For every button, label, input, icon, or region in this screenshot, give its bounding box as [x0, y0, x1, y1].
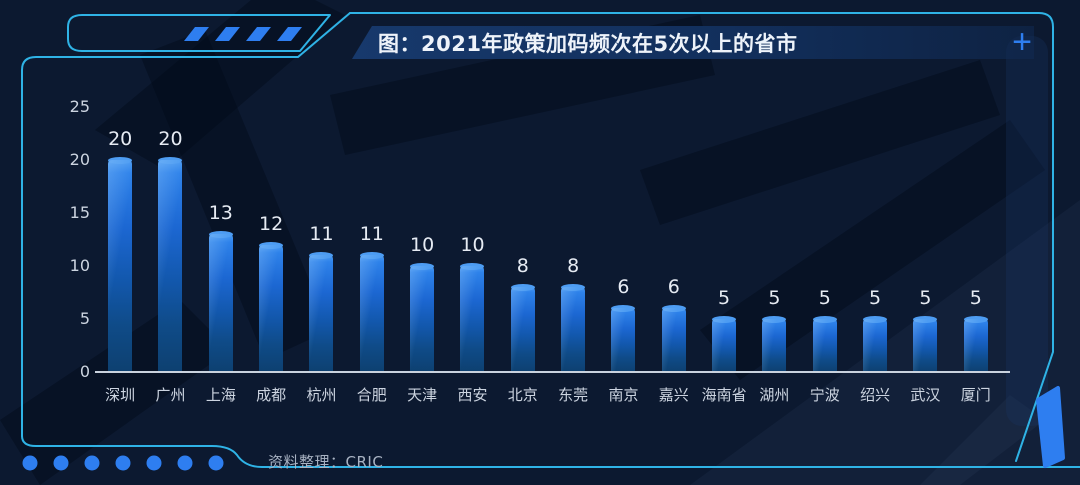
bar [460, 263, 485, 372]
y-axis-tick-label: 25 [69, 97, 90, 116]
panel-border-bottom [21, 435, 1080, 468]
plot-area: 20 深圳 20 广州 13 上海 12 成都 11 杭州 11 合肥 10 天津 10 西安 8 北京 8 东莞 6 南… [95, 107, 1010, 404]
plus-icon[interactable]: + [1004, 24, 1040, 60]
bar-column: 13 上海 [196, 107, 246, 404]
bar-series: 20 深圳 20 广州 13 上海 12 成都 11 杭州 11 合肥 10 天津 10 西安 8 北京 8 东莞 6 南… [95, 107, 1001, 404]
x-axis-label: 杭州 [306, 386, 337, 404]
bar [208, 231, 233, 372]
bar-column: 6 南京 [598, 107, 648, 404]
bar [510, 284, 535, 372]
x-axis-label: 海南省 [701, 386, 747, 404]
bar-column: 20 深圳 [95, 107, 145, 404]
y-axis-tick-label: 5 [79, 309, 90, 328]
chart-title: 图：2021年政策加码频次在5次以上的省市 [378, 31, 798, 56]
x-axis-label: 天津 [407, 386, 438, 404]
x-axis-label: 绍兴 [860, 386, 891, 404]
bottom-right-tab-decoration [1036, 386, 1065, 468]
bar-value-label: 5 [818, 287, 831, 309]
chart-title-band: 图：2021年政策加码频次在5次以上的省市 [352, 26, 1034, 59]
bar [712, 316, 737, 372]
bar-value-label: 20 [158, 128, 183, 150]
bar-value-label: 5 [969, 287, 982, 309]
y-axis: 0 5 10 15 20 25 [36, 97, 90, 381]
bar [762, 316, 787, 372]
bar-value-label: 5 [718, 287, 731, 309]
bar-value-label: 10 [410, 234, 435, 256]
bar-value-label: 13 [208, 202, 233, 224]
top-left-badge-outline [67, 14, 331, 52]
bar-value-label: 12 [259, 213, 284, 235]
bar-value-label: 5 [869, 287, 882, 309]
bar [309, 252, 334, 372]
bar-column: 5 宁波 [800, 107, 850, 404]
bar-column: 5 武汉 [900, 107, 950, 404]
x-axis-label: 北京 [507, 386, 538, 404]
bar [661, 305, 686, 372]
bar-column: 12 成都 [246, 107, 296, 404]
x-axis-label: 深圳 [105, 386, 136, 404]
y-axis-tick-label: 20 [69, 150, 90, 169]
bar [963, 316, 988, 372]
bar-column: 10 天津 [397, 107, 447, 404]
bar-value-label: 8 [516, 255, 529, 277]
bar [812, 316, 837, 372]
right-band-decoration [1006, 36, 1048, 426]
bar-value-label: 5 [919, 287, 932, 309]
bar [863, 316, 888, 372]
bar-column: 5 绍兴 [850, 107, 900, 404]
bar-column: 11 合肥 [347, 107, 397, 404]
bar-column: 5 厦门 [951, 107, 1001, 404]
bar [259, 242, 284, 372]
bar [108, 157, 133, 372]
x-axis-label: 湖州 [759, 386, 790, 404]
bar-column: 20 广州 [145, 107, 195, 404]
bar [359, 252, 384, 372]
x-axis-label: 西安 [457, 386, 488, 404]
x-axis-label: 厦门 [960, 386, 991, 404]
x-axis-label: 武汉 [910, 386, 941, 404]
x-axis-label: 嘉兴 [658, 386, 689, 404]
source-note: 资料整理：CRIC [268, 453, 384, 471]
x-axis-label: 广州 [155, 386, 186, 404]
bar [561, 284, 586, 372]
bar-value-label: 6 [667, 276, 680, 298]
bar-column: 8 东莞 [548, 107, 598, 404]
bar-value-label: 6 [617, 276, 630, 298]
bar [410, 263, 435, 372]
bar-value-label: 11 [309, 223, 334, 245]
bar [158, 157, 183, 372]
bar-column: 8 北京 [498, 107, 548, 404]
bar-column: 6 嘉兴 [649, 107, 699, 404]
bar-column: 11 杭州 [296, 107, 346, 404]
y-axis-tick-label: 15 [69, 203, 90, 222]
badge-slash-icons [184, 27, 302, 41]
bar-column: 5 海南省 [699, 107, 749, 404]
bar-value-label: 11 [359, 223, 384, 245]
x-axis-label: 宁波 [809, 386, 840, 404]
bar-column: 10 西安 [447, 107, 497, 404]
x-axis-label: 上海 [205, 386, 236, 404]
bar-value-label: 20 [108, 128, 133, 150]
x-axis-line [95, 371, 1010, 373]
bar-value-label: 10 [460, 234, 485, 256]
x-axis-label: 东莞 [558, 386, 589, 404]
y-axis-tick-label: 10 [69, 256, 90, 275]
bar [913, 316, 938, 372]
bar-value-label: 8 [567, 255, 580, 277]
bar [611, 305, 636, 372]
dot-row-decoration [22, 455, 224, 471]
bar-value-label: 5 [768, 287, 781, 309]
y-axis-tick-label: 0 [79, 362, 90, 381]
x-axis-label: 南京 [608, 386, 639, 404]
bar-column: 5 湖州 [749, 107, 799, 404]
x-axis-label: 成都 [256, 386, 287, 404]
x-axis-label: 合肥 [356, 386, 387, 404]
